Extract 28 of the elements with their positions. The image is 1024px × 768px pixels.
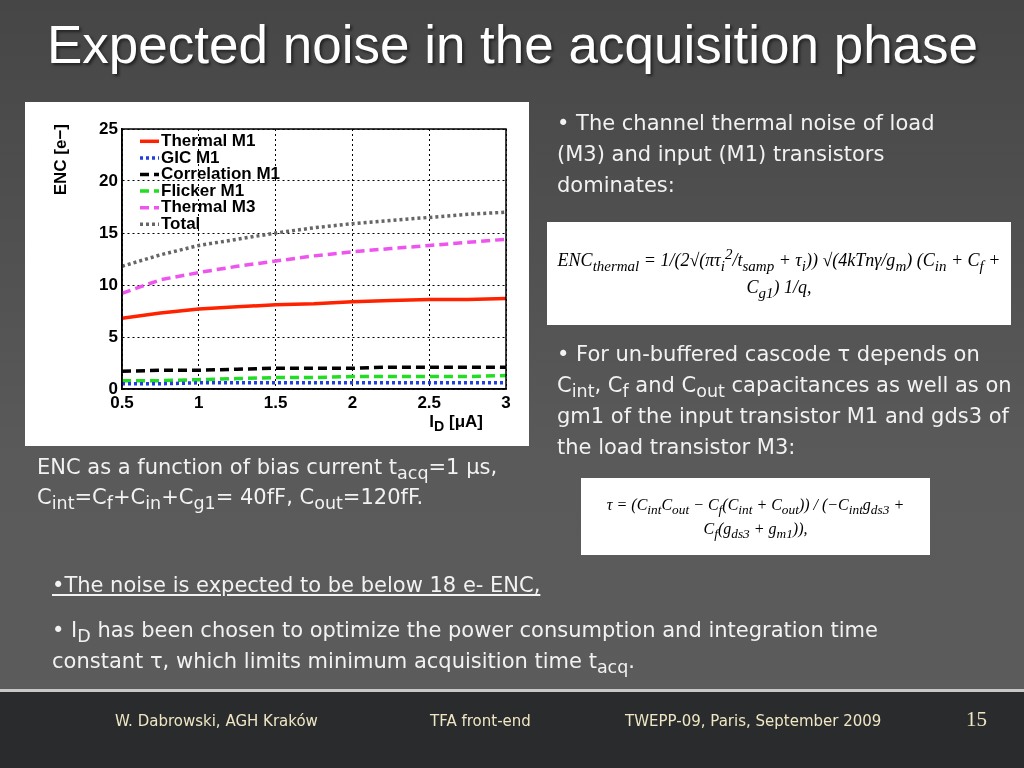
x-tick-label: 1 [194, 392, 204, 412]
x-tick-label: 2 [347, 392, 358, 412]
text: • The channel thermal noise of load (M3) and input (M1) transistors dominates: [557, 110, 936, 199]
y-tick-label: 20 [99, 170, 118, 190]
x-tick-label: 2.5 [417, 392, 442, 412]
x-axis-title: I$_{D}$ [μA] [429, 412, 483, 435]
text: • For un-buffered cascode τ depends on C$_{int}$, C$_{f}$ and C$_{out}$ capacitances as well as on gm1 of the input transistor M1 and gds3 of the load transistor M3: [557, 342, 1012, 459]
text: τ = (C$_{int}$C$_{out}$ − C$_{f}$(C$_{int}$ + C$_{out}$)) / (−C$_{int}$g$_{ds3}$ + C$_{f}$(g$_{ds3}$ + g$_{m1}$)), [606, 495, 905, 541]
y-tick-label: 25 [99, 118, 118, 138]
chart-title: Expected noise in the acquisition phase [47, 14, 979, 75]
x-tick-label: 3 [501, 392, 511, 412]
text: ENC as a function of bias current t$_{acq}$=1 μs, C$_{int}$=C$_{f}$+C$_{in}$+C$_{g1}$= 40fF, C$_{out}$=120fF. [37, 455, 498, 514]
line-series [122, 237, 506, 296]
legend-label: Thermal M1 [161, 130, 256, 150]
y-tick-label: 15 [99, 222, 118, 242]
text: TFA front-end [430, 712, 531, 730]
y-tick-label: 10 [99, 274, 118, 294]
text: 15 [966, 707, 987, 732]
text: W. Dabrowski, AGH Kraków [115, 712, 318, 730]
text: •The noise is expected to be below 18 e- ENC, [52, 572, 542, 599]
text: • I$_{D}$ has been chosen to optimize the power consumption and integration time constant τ, which limits minimum acquisition time t$_{acq}$. [52, 617, 879, 678]
y-tick-label: 5 [108, 326, 118, 346]
line-series [122, 210, 506, 269]
text: ENC$_{thermal}$ = 1/(2√(πτ$_{i}$$^{2}$/t$_{samp}$ + τ$_{i}$)) √(4kTnγ/g$_{m}$) (C$_{in}$ + C$_{f}$ + C$_{g1}$) 1/q, [557, 245, 1001, 301]
x-tick-label: 1.5 [263, 392, 288, 412]
text: TWEPP-09, Paris, September 2009 [625, 712, 882, 730]
y-axis-title: ENC [e−] [51, 124, 71, 196]
legend-label: GIC M1 [161, 147, 220, 167]
